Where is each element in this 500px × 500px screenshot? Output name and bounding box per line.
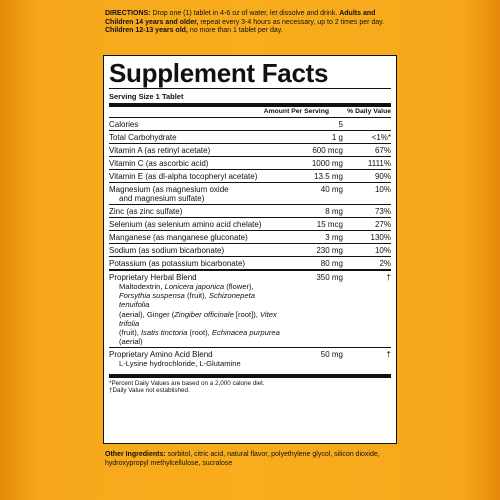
- footnote: *Percent Daily Values are based on a 2,0…: [109, 378, 391, 394]
- table-row: Vitamin C (as ascorbic acid) 1000 mg 1111%: [109, 156, 391, 169]
- table-row: Magnesium (as magnesium oxide and magnesi…: [109, 182, 391, 204]
- herbal-blend-row: Proprietary Herbal Blend Maltodextrin, L…: [109, 271, 391, 347]
- herbal-blend-ingredients: Maltodextrin, Lonicera japonica (flower)…: [119, 282, 280, 347]
- table-row: Manganese (as manganese gluconate) 3 mg 13…: [109, 230, 391, 243]
- directions-text-1: Drop one (1) tablet in 4-6 oz of water, …: [150, 10, 338, 17]
- directions-text-2: repeat every 3-4 hours as necessary, up …: [198, 18, 385, 26]
- table-header: Amount Per Serving % Daily Value: [109, 107, 391, 117]
- other-ingredients-label: Other Ingredients:: [105, 451, 166, 458]
- header-amount: Amount Per Serving: [263, 108, 329, 115]
- table-row: Calories 5: [109, 117, 391, 130]
- children-label: Children 12-13 years old,: [105, 27, 188, 35]
- footnote-dv: *Percent Daily Values are based on a 2,0…: [109, 379, 265, 387]
- herbal-blend-dv: †: [386, 273, 391, 282]
- amino-blend-dv: †: [386, 350, 391, 360]
- amino-blend-amount: 50 mg: [320, 350, 343, 360]
- serving-size: Serving Size 1 Tablet: [109, 88, 391, 103]
- adults-label: Adults and Children 14 years and older,: [105, 10, 376, 26]
- table-row: Sodium (as sodium bicarbonate) 230 mg 10%: [109, 243, 391, 256]
- amino-blend-row: Proprietary Amino Acid Blend L-Lysine hy…: [109, 347, 391, 369]
- directions-text: DIRECTIONS: Drop one (1) tablet in 4-6 o…: [105, 10, 405, 36]
- footnote-dagger: †Daily Value not established.: [109, 386, 190, 394]
- panel-title: Supplement Facts: [109, 58, 329, 88]
- table-row: Zinc (as zinc sulfate) 8 mg 73%: [109, 204, 391, 217]
- herbal-blend-amount: 350 mg: [316, 273, 343, 282]
- table-row: Selenium (as selenium amino acid chelate…: [109, 217, 391, 230]
- table-row: Vitamin A (as retinyl acetate) 600 mcg 67%: [109, 143, 391, 156]
- directions-text-3: no more than 1 tablet per day.: [187, 27, 283, 35]
- table-row: Total Carbohydrate 1 g <1%*: [109, 130, 391, 143]
- directions-label: DIRECTIONS:: [105, 10, 151, 17]
- header-dv: % Daily Value: [347, 108, 391, 115]
- table-row: Vitamin E (as dl-alpha tocopheryl acetat…: [109, 169, 391, 182]
- other-ingredients: Other Ingredients: sorbitol, citric acid…: [105, 451, 405, 468]
- herbal-blend-name: Proprietary Herbal Blend: [109, 273, 197, 282]
- amino-blend-name: Proprietary Amino Acid Blend: [109, 350, 213, 360]
- supplement-facts-panel: Supplement Facts Serving Size 1 Tablet A…: [103, 55, 397, 444]
- other-ingredients-text: sorbitol, citric acid, natural flavor, p…: [105, 451, 380, 467]
- table-row: Potassium (as potassium bicarbonate) 80 m…: [109, 256, 391, 269]
- amino-blend-ingredients: L-Lysine hydrochloride, L-Glutamine: [119, 359, 241, 369]
